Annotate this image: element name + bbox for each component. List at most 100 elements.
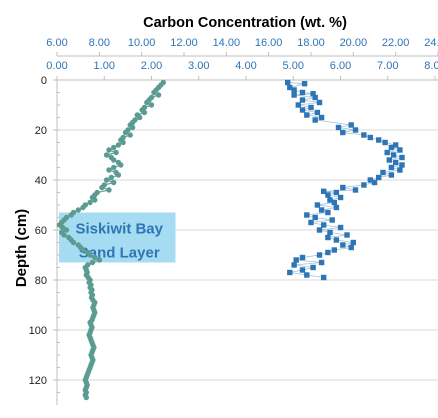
series-1-point bbox=[80, 247, 86, 253]
annotation-label-line2: Sand Layer bbox=[79, 245, 160, 262]
top-axis-tick-label: 22.00 bbox=[382, 37, 410, 49]
series-1-point bbox=[60, 224, 66, 231]
series-2-point bbox=[344, 232, 350, 238]
series-2-point bbox=[337, 194, 344, 201]
y-tick-label: 0 bbox=[41, 75, 47, 87]
series-2-point bbox=[325, 192, 331, 198]
series-1-point bbox=[63, 227, 70, 233]
second-axis-tick-label: 4.00 bbox=[235, 60, 256, 72]
series-1-point bbox=[99, 184, 105, 191]
series-2-point bbox=[312, 214, 318, 221]
series-1-point bbox=[106, 167, 112, 173]
series-2-point bbox=[371, 179, 378, 186]
series-1-point bbox=[155, 92, 162, 98]
series-1-point bbox=[127, 132, 133, 138]
y-tick-label: 80 bbox=[35, 275, 47, 287]
second-axis-tick-label: 5.00 bbox=[283, 60, 304, 72]
series-2-point bbox=[295, 102, 301, 108]
series-2-point bbox=[325, 209, 331, 216]
series-2-point bbox=[333, 237, 340, 243]
series-2-point bbox=[393, 159, 399, 166]
series-1-point bbox=[144, 99, 150, 106]
series-1-point bbox=[115, 172, 122, 178]
series-2-point bbox=[384, 149, 390, 156]
series-2-point bbox=[331, 247, 337, 253]
series-1-point bbox=[118, 162, 124, 168]
series-2-point bbox=[348, 122, 354, 128]
chart-title: Carbon Concentration (wt. %) bbox=[143, 15, 347, 31]
series-1-point bbox=[75, 207, 82, 213]
data-series bbox=[56, 79, 405, 401]
series-2-point bbox=[337, 224, 344, 231]
series-2-point bbox=[287, 84, 293, 91]
y-axis-label: Depth (cm) bbox=[13, 209, 30, 287]
series-1-point bbox=[87, 252, 93, 258]
series-2-point bbox=[388, 164, 395, 171]
series-1-point bbox=[61, 232, 67, 238]
series-1-point bbox=[137, 114, 143, 121]
series-2-point bbox=[329, 217, 335, 223]
series-1-point bbox=[148, 102, 155, 108]
top-axis-tick-label: 16.00 bbox=[255, 37, 283, 49]
series-1-point bbox=[111, 144, 117, 151]
series-1-point bbox=[92, 197, 98, 203]
series-2-point bbox=[304, 272, 310, 278]
series-1-point bbox=[151, 89, 157, 96]
series-2-point bbox=[327, 197, 333, 203]
series-2-point bbox=[399, 162, 405, 168]
second-axis-tick-label: 3.00 bbox=[188, 60, 209, 72]
series-1-point bbox=[70, 239, 77, 246]
y-tick-label: 60 bbox=[35, 225, 47, 237]
series-1-point bbox=[92, 254, 98, 261]
series-2-point bbox=[397, 147, 403, 153]
series-2-point bbox=[321, 274, 327, 281]
series-2-point bbox=[340, 242, 346, 248]
series-2-point bbox=[310, 264, 316, 271]
top-axis-tick-label: 10.00 bbox=[128, 37, 156, 49]
series-1-point bbox=[89, 259, 96, 266]
y-tick-label: 120 bbox=[29, 375, 47, 387]
series-2-point bbox=[325, 249, 331, 256]
series-1-point bbox=[103, 177, 110, 183]
series-1-point bbox=[80, 204, 86, 211]
series-2-point bbox=[316, 227, 323, 233]
series-2-point bbox=[361, 132, 367, 138]
second-axis-tick-label: 2.00 bbox=[141, 60, 162, 72]
series-2-point bbox=[291, 92, 297, 98]
top-axis-tick-label: 12.00 bbox=[170, 37, 198, 49]
top-axis-tick-label: 6.00 bbox=[46, 37, 67, 49]
series-2-point bbox=[393, 142, 399, 148]
series-2-point bbox=[299, 89, 306, 96]
series-2-point bbox=[314, 109, 321, 116]
siskiwit-sand-layer-box bbox=[59, 212, 176, 263]
second-axis-tick-label: 7.00 bbox=[377, 60, 398, 72]
second-axis-tick-label: 8.00 bbox=[424, 60, 438, 72]
series-1-point bbox=[115, 142, 122, 148]
series-2-point bbox=[327, 229, 333, 236]
series-1-point bbox=[122, 129, 129, 136]
series-2-point bbox=[304, 112, 310, 118]
series-2-point bbox=[310, 91, 316, 97]
series-1-point bbox=[108, 174, 115, 181]
series-2-point bbox=[291, 262, 297, 268]
series-2-point bbox=[388, 172, 395, 178]
series-1-point bbox=[111, 157, 117, 163]
series-1-point bbox=[113, 149, 119, 156]
series-2-point bbox=[350, 239, 356, 246]
series-1-point bbox=[111, 179, 117, 186]
annotation-label-line1: Siskiwit Bay bbox=[75, 221, 163, 238]
series-2-point bbox=[287, 269, 293, 276]
series-2-point bbox=[388, 144, 395, 151]
top-axis-tick-label: 8.00 bbox=[89, 37, 110, 49]
series-2-point bbox=[352, 127, 359, 133]
series-1-point bbox=[106, 187, 112, 193]
top-axis-tick-label: 14.00 bbox=[213, 37, 241, 49]
series-1-point bbox=[129, 124, 136, 131]
second-axis-tick-label: 1.00 bbox=[94, 60, 115, 72]
series-2-point bbox=[316, 252, 323, 258]
series-2-point bbox=[314, 202, 321, 208]
series-2-point bbox=[367, 177, 373, 183]
series-1-point bbox=[111, 164, 117, 171]
series-2-point bbox=[333, 204, 340, 211]
